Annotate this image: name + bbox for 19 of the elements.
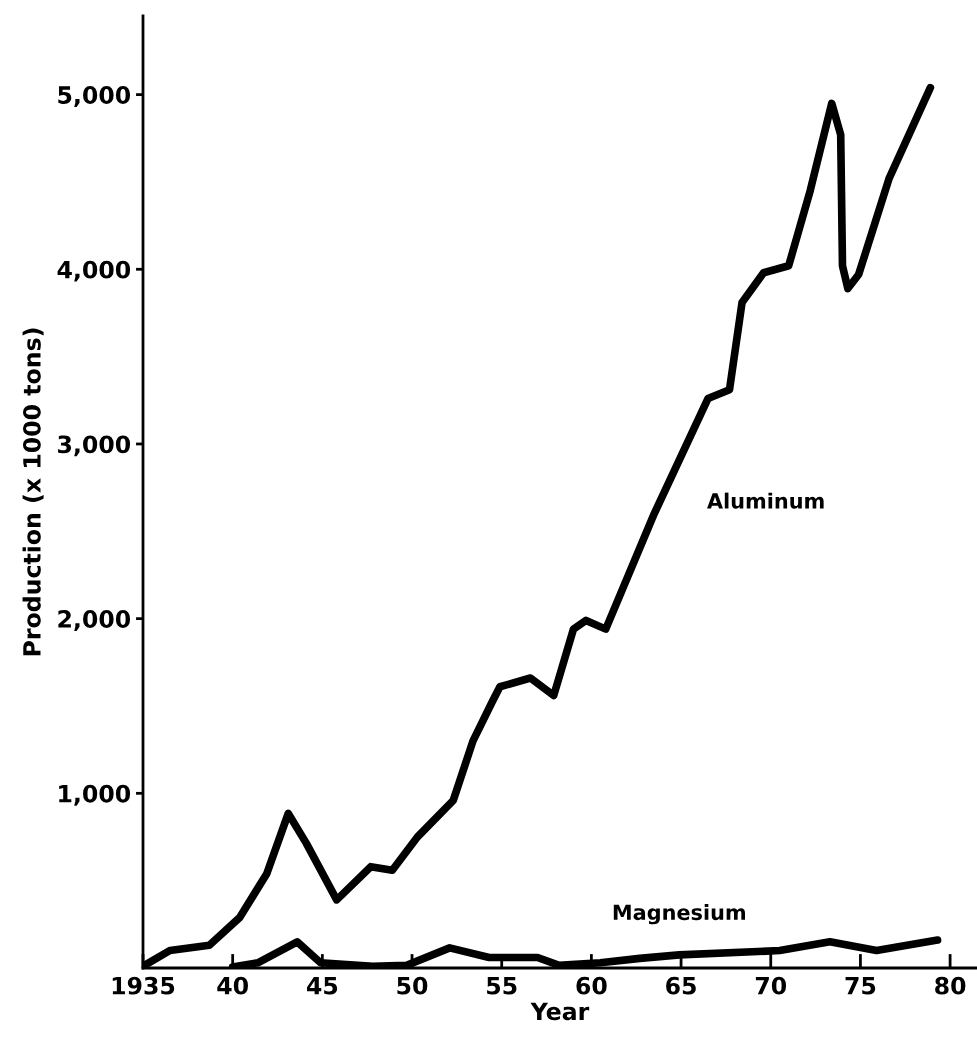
x-tick-label: 75: [845, 977, 876, 995]
y-tick-label: 3,000: [58, 435, 131, 457]
x-tick-label: 70: [755, 976, 787, 995]
x-tick-label: 60: [576, 976, 607, 995]
x-tick-label: 45: [306, 977, 338, 995]
y-tick-label: 4,000: [57, 260, 131, 282]
y-tick-label: 2,000: [58, 610, 131, 631]
x-tick-label: 1935: [112, 976, 175, 995]
y-tick-label: 1,000: [59, 784, 131, 806]
series-label: Magnesium: [613, 904, 745, 925]
x-tick-label: 50: [397, 976, 428, 995]
x-tick-label: 40: [217, 976, 248, 995]
x-tick-label: 65: [666, 976, 696, 995]
y-tick-label: 5,000: [58, 86, 131, 107]
series-label: Aluminum: [707, 492, 824, 509]
x-tick-label: 80: [935, 976, 966, 995]
y-axis-title: Production (x 1000 tons): [22, 328, 44, 656]
x-axis-title: Year: [530, 1002, 590, 1021]
x-tick-label: 55: [487, 977, 517, 995]
